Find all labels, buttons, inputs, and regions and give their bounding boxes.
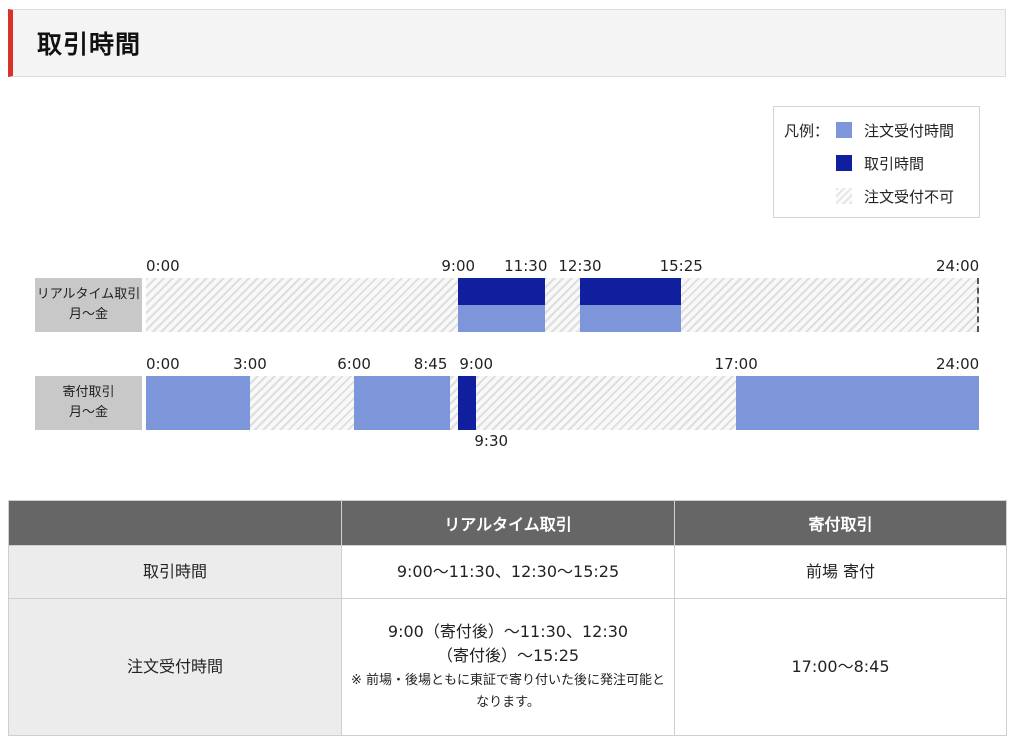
row-label-line1: 寄付取引 [62,385,115,400]
legend-item-label: 注文受付不可 [864,187,955,206]
order-segment [354,376,450,430]
legend-item-label: 注文受付時間 [864,121,955,140]
timeline-tick-label: 9:00 [441,257,476,275]
table-row: 取引時間 9:00～11:30、12:30～15:25 前場 寄付 [8,545,1007,599]
row-label-line1: リアルタイム取引 [36,287,141,302]
timeline-tick-label: 24:00 [936,355,980,373]
closed-swatch-icon [836,188,852,204]
row-label-line2: 月～金 [68,307,108,322]
order-segment [146,376,251,430]
trade-segment [579,278,682,305]
row-label-line2: 月～金 [68,405,108,420]
timeline-tick-label: 12:30 [558,257,602,275]
order-hours-note: ※ 前場・後場ともに東証で寄り付いた後に発注可能となります。 [350,673,666,710]
order-segment [736,376,979,430]
timeline-row-label-realtime: リアルタイム取引 月～金 [35,278,142,332]
timeline-track-realtime [146,278,979,332]
legend-item-label: 取引時間 [864,154,925,173]
table-header-realtime: リアルタイム取引 [341,500,675,546]
row-head-order-hours: 注文受付時間 [8,598,342,736]
legend-prefix: 凡例： [784,122,830,140]
order-swatch-icon [836,122,852,138]
order-hours-line2: （寄付後）～15:25 [436,646,580,665]
cell-opening-trading-hours: 前場 寄付 [674,545,1007,599]
table-header-empty [8,500,342,546]
timeline-tick-label: 0:00 [146,355,180,373]
legend: 凡例： 注文受付時間 取引時間 注文受付不可 [773,106,980,218]
timeline-tick-label: 0:00 [146,257,180,275]
timeline-row-label-opening: 寄付取引 月～金 [35,376,142,430]
table-header-row: リアルタイム取引 寄付取引 [8,500,1007,546]
trade-segment [458,278,546,305]
timeline-tick-label: 17:00 [714,355,758,373]
cell-opening-order-hours: 17:00～8:45 [674,598,1007,736]
table-header-opening: 寄付取引 [674,500,1007,546]
timeline-tick-label: 15:25 [659,257,703,275]
timeline-track-opening [146,376,979,430]
timeline-tick-label: 9:00 [459,355,494,373]
legend-item-trade: 取引時間 [836,153,924,173]
timeline-tick-label: 9:30 [474,432,509,450]
timeline-tick-label: 3:00 [233,355,267,373]
row-head-trading-hours: 取引時間 [8,545,342,599]
timeline-tick-label: 11:30 [504,257,548,275]
cell-realtime-trading-hours: 9:00～11:30、12:30～15:25 [341,545,675,599]
trade-swatch-icon [836,155,852,171]
cell-realtime-order-hours: 9:00（寄付後）～11:30、12:30 （寄付後）～15:25 ※ 前場・後… [341,598,675,736]
page-title: 取引時間 [37,30,142,59]
timeline-tick-label: 8:45 [413,355,448,373]
timeline-tick-label: 24:00 [936,257,980,275]
trade-segment [458,376,476,430]
order-hours-line1: 9:00（寄付後）～11:30、12:30 [387,622,629,641]
table-row: 注文受付時間 9:00（寄付後）～11:30、12:30 （寄付後）～15:25… [8,598,1007,736]
order-segment [579,305,682,332]
legend-item-closed: 注文受付不可 [836,186,954,206]
order-segment [458,305,546,332]
legend-item-order: 注文受付時間 [836,120,954,140]
trading-hours-table: リアルタイム取引 寄付取引 取引時間 9:00～11:30、12:30～15:2… [8,500,1007,736]
timeline-tick-label: 6:00 [337,355,371,373]
page-header: 取引時間 [8,9,1006,77]
